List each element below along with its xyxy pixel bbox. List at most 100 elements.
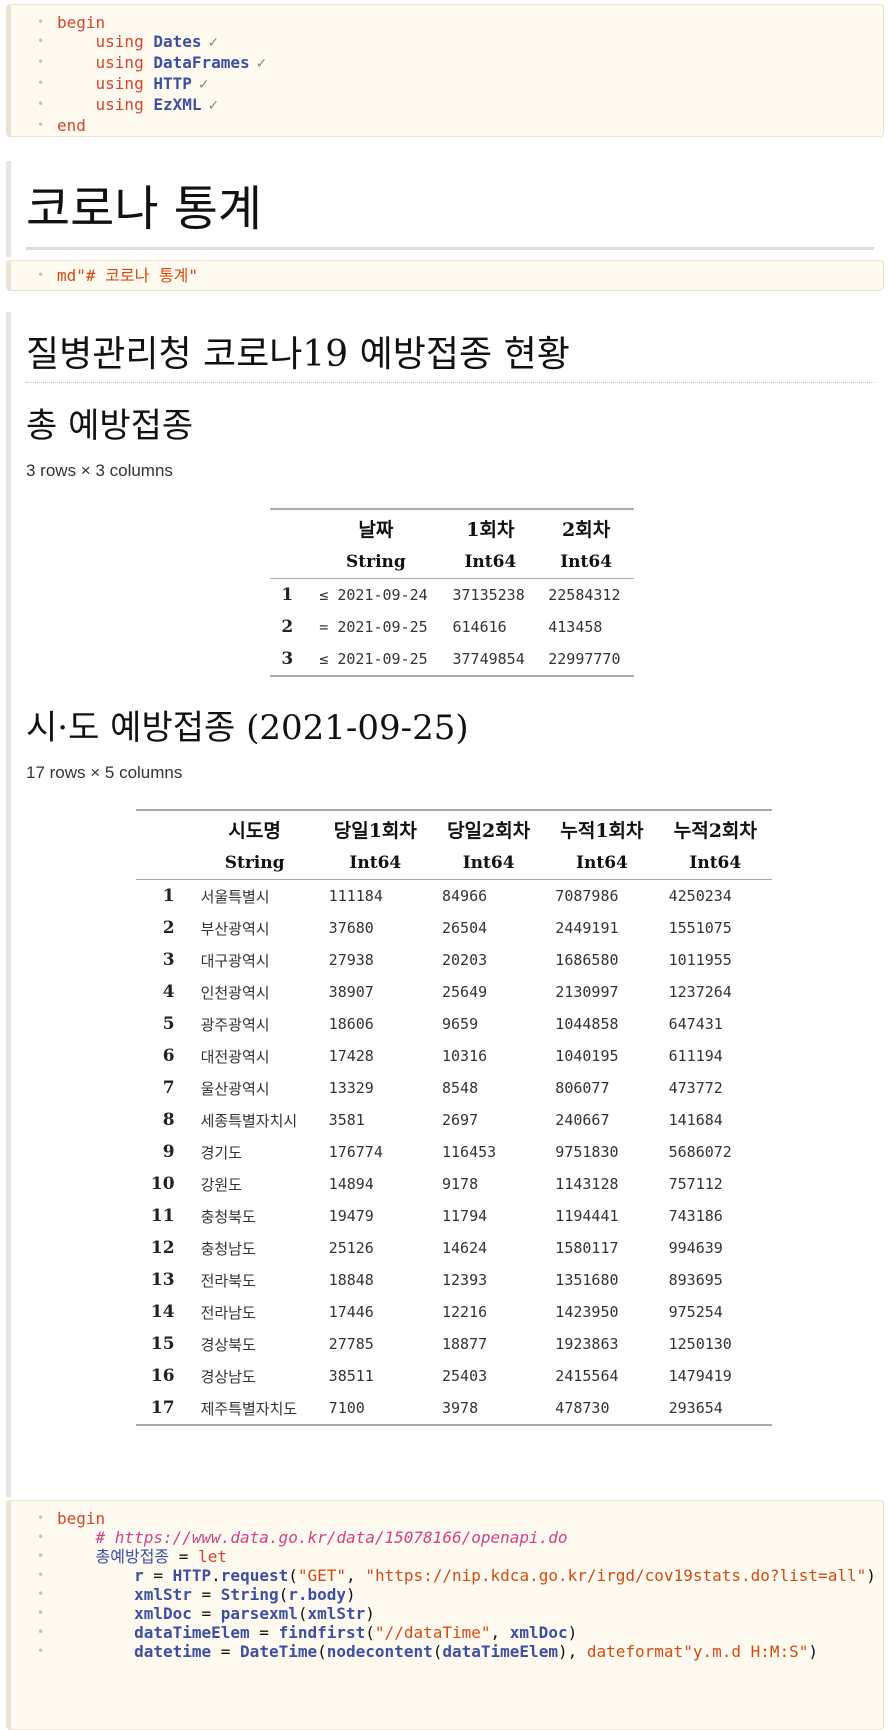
table-row: 17 제주특별자치도 7100 3978 478730 293654	[136, 1392, 772, 1425]
row-index: 13	[150, 1270, 175, 1290]
cell-daily-dose2: 11794	[441, 1207, 488, 1225]
cell-daily-dose2: 3978	[441, 1399, 479, 1417]
cell-cum-dose1: 478730	[555, 1399, 610, 1417]
cell-region: 경기도	[200, 1143, 242, 1162]
corner-header	[270, 509, 309, 546]
cell-cum-dose1: 1923863	[555, 1335, 619, 1353]
cell-dose1: 37749854	[452, 650, 525, 668]
code-line: • begin	[37, 13, 106, 32]
variable-name: dataTimeElem	[134, 1623, 250, 1642]
cell-cum-dose2: 473772	[668, 1079, 723, 1097]
cell-daily-dose1: 18848	[328, 1271, 374, 1289]
cell-region: 부산광역시	[200, 919, 270, 938]
code-line: • datetime = DateTime(nodecontent(dataTi…	[37, 1642, 819, 1661]
cell-daily-dose2: 9659	[441, 1015, 479, 1033]
column-type: Int64	[545, 847, 659, 880]
cell-region: 경상남도	[200, 1367, 256, 1386]
region-table-body: 1 서울특별시 111184 84966 7087986 4250234 2 부산광역시 376…	[136, 880, 772, 1426]
cell-cum-dose1: 2449191	[555, 919, 619, 937]
cell-cum-dose1: 1686580	[555, 951, 619, 969]
cell-cum-dose1: 1580117	[555, 1239, 619, 1257]
field-access: r.body	[288, 1585, 347, 1604]
section-heading: 질병관리청 코로나19 예방접종 현황	[26, 334, 570, 375]
type-name: DateTime	[240, 1642, 318, 1661]
cell-daily-dose1: 27785	[328, 1335, 374, 1353]
corner-type	[136, 847, 191, 880]
cell-region: 전라남도	[200, 1303, 256, 1322]
cell-daily-dose1: 13329	[328, 1079, 374, 1097]
page-title: 코로나 통계	[26, 181, 263, 237]
cell-region: 인천광역시	[200, 983, 270, 1002]
check-icon: ✓	[255, 56, 268, 72]
code-line: • using EzXML ✓	[37, 95, 220, 114]
row-index: 5	[162, 1014, 175, 1034]
cell-daily-dose1: 17446	[328, 1303, 374, 1321]
table-row: 2 = 2021-09-25 614616 413458	[270, 611, 634, 643]
cell-region: 충청북도	[200, 1207, 256, 1226]
cell-daily-dose2: 116453	[441, 1143, 497, 1161]
code-cell-fetch[interactable]: • begin • # https://www.data.go.kr/data/1…	[6, 1500, 884, 1730]
cell-date: = 2021-09-25	[309, 611, 442, 643]
column-type: Int64	[318, 847, 432, 880]
keyword-using: using	[95, 74, 144, 93]
cell-region: 전라북도	[200, 1271, 256, 1290]
cell-daily-dose2: 84966	[441, 887, 488, 905]
cell-date: ≤ 2021-09-24	[309, 579, 442, 612]
row-index: 1	[281, 585, 294, 605]
cell-cum-dose2: 1479419	[668, 1367, 732, 1385]
cell-region: 경상북도	[200, 1335, 256, 1354]
check-icon: ✓	[207, 98, 220, 114]
package-name: HTTP	[153, 74, 192, 93]
variable-name: dataTimeElem	[442, 1642, 558, 1661]
keyword-using: using	[95, 53, 144, 72]
code-line: • using DataFrames ✓	[37, 53, 268, 72]
cell-daily-dose1: 176774	[328, 1143, 383, 1161]
cell-daily-dose2: 25403	[441, 1367, 488, 1385]
cell-cum-dose1: 7087986	[555, 887, 619, 905]
cell-region: 울산광역시	[200, 1079, 270, 1098]
cell-daily-dose1: 37680	[328, 919, 374, 937]
column-type: String	[309, 546, 443, 579]
code-cell-markdown[interactable]: • md"# 코로나 통계"	[6, 260, 884, 291]
cell-cum-dose2: 1250130	[668, 1335, 732, 1353]
date-value: 2021-09-25	[337, 650, 428, 668]
row-index: 14	[150, 1302, 175, 1322]
row-index: 10	[150, 1174, 175, 1194]
variable-name: 총예방접종	[95, 1547, 170, 1566]
function-name: nodecontent	[326, 1642, 433, 1661]
row-index: 7	[162, 1078, 175, 1098]
column-type: String	[190, 847, 319, 880]
code-cell-imports[interactable]: • begin • using Dates ✓ • using DataFrames…	[6, 4, 884, 137]
cell-cum-dose2: 757112	[668, 1175, 723, 1193]
cell-daily-dose2: 26504	[441, 919, 488, 937]
table-row: 3 ≤ 2021-09-25 37749854 22997770	[270, 643, 634, 676]
cell-daily-dose1: 27938	[328, 951, 374, 969]
column-header: 날짜	[358, 518, 394, 541]
cell-dose1: 614616	[452, 618, 507, 636]
code-line: • begin	[37, 1509, 106, 1528]
cell-daily-dose2: 25649	[441, 983, 488, 1001]
table-row: 8 세종특별자치시 3581 2697 240667 141684	[136, 1104, 772, 1136]
column-header: 누적1회차	[560, 819, 644, 842]
cell-cum-dose2: 647431	[668, 1015, 723, 1033]
table-row: 15 경상북도 27785 18877 1923863 1250130	[136, 1328, 772, 1360]
table-row: 14 전라남도 17446 12216 1423950 975254	[136, 1296, 772, 1328]
row-index: 2	[281, 617, 294, 637]
cell-cum-dose2: 1237264	[668, 983, 732, 1001]
package-name: EzXML	[153, 95, 202, 114]
cell-daily-dose1: 18606	[328, 1015, 374, 1033]
operator: =	[178, 1547, 189, 1566]
row-index: 12	[150, 1238, 175, 1258]
variable-name: xmlDoc	[509, 1623, 568, 1642]
cell-daily-dose1: 111184	[328, 887, 383, 905]
cell-cum-dose1: 2130997	[555, 983, 619, 1001]
variable-name: datetime	[134, 1642, 212, 1661]
code-line: • xmlStr = String(r.body)	[37, 1585, 356, 1604]
table-row: 12 충청남도 25126 14624 1580117 994639	[136, 1232, 772, 1264]
cell-daily-dose2: 18877	[441, 1335, 488, 1353]
comparison-prefix: ≤	[319, 586, 329, 604]
package-name: DataFrames	[153, 53, 250, 72]
keyword-let: let	[198, 1547, 227, 1566]
cell-region: 대구광역시	[200, 951, 270, 970]
cell-cum-dose2: 1011955	[668, 951, 732, 969]
